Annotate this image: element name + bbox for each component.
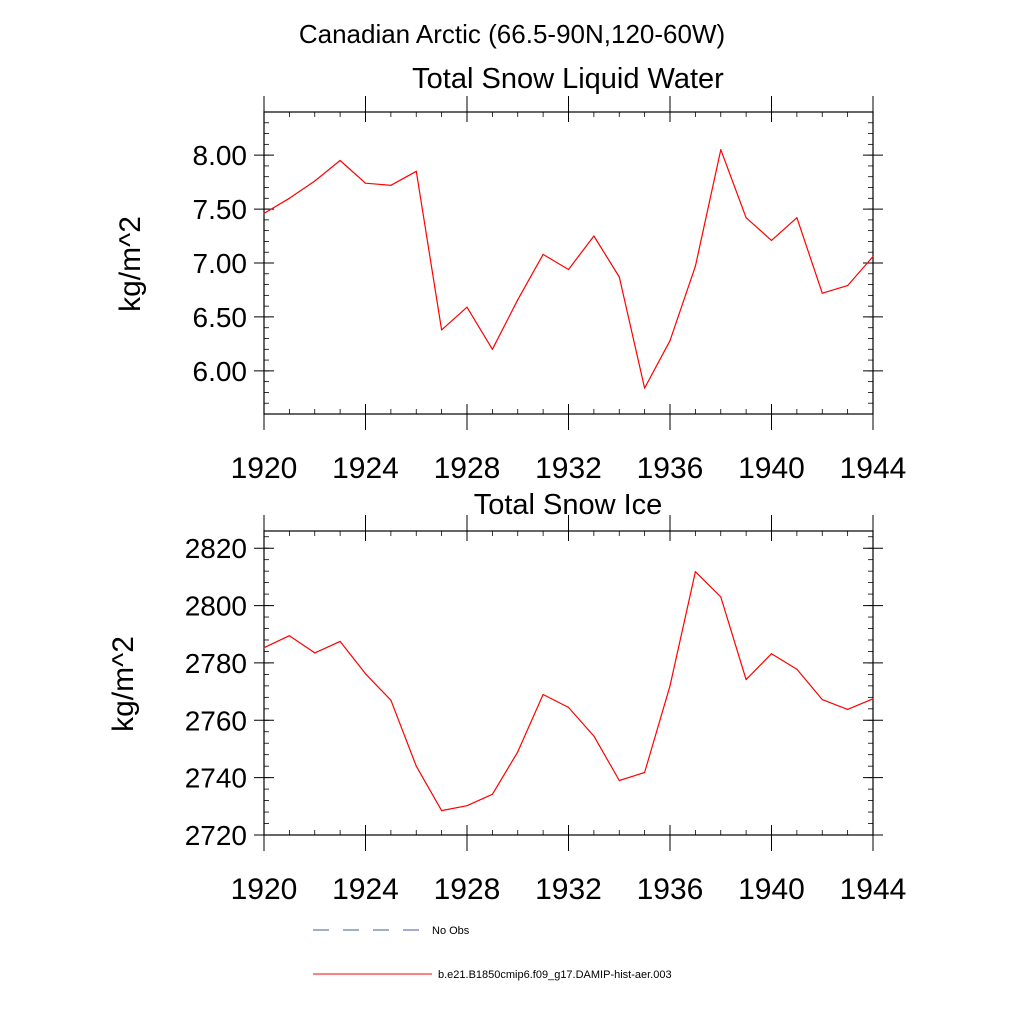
plot-frame-snow-liquid-water bbox=[263, 111, 874, 415]
data-point-snow-liquid-water bbox=[517, 299, 519, 301]
y-tick-label: 6.00 bbox=[193, 356, 248, 387]
data-point-snow-ice bbox=[441, 810, 443, 812]
data-point-snow-ice bbox=[567, 706, 570, 708]
data-point-snow-liquid-water bbox=[694, 265, 696, 267]
data-point-snow-ice bbox=[694, 571, 696, 573]
data-point-snow-liquid-water bbox=[770, 239, 773, 241]
x-tick-label: 1924 bbox=[332, 452, 399, 485]
data-point-snow-ice bbox=[263, 647, 265, 649]
data-point-snow-ice bbox=[796, 668, 798, 670]
data-point-snow-liquid-water bbox=[821, 292, 823, 294]
data-point-snow-liquid-water bbox=[339, 159, 341, 162]
data-point-snow-liquid-water bbox=[364, 182, 367, 184]
data-point-snow-liquid-water bbox=[745, 217, 747, 219]
legend-label-model: b.e21.B1850cmip6.f09_g17.DAMIP-hist-aer.… bbox=[438, 969, 672, 981]
data-point-snow-liquid-water bbox=[669, 340, 671, 342]
y-tick-label: 2760 bbox=[185, 705, 247, 736]
data-point-snow-liquid-water bbox=[847, 285, 849, 287]
y-tick-label: 8.00 bbox=[193, 140, 248, 171]
chart-panel-snow-liquid-water: Total Snow Liquid Water kg/m^2 6.00 6.50 7… bbox=[114, 63, 906, 485]
data-point-snow-liquid-water bbox=[593, 235, 595, 237]
x-tick-label: 1932 bbox=[535, 452, 602, 485]
data-point-snow-liquid-water bbox=[720, 149, 722, 151]
x-tick-label: 1928 bbox=[434, 873, 501, 906]
x-tick-label: 1932 bbox=[535, 873, 602, 906]
x-tick-label: 1920 bbox=[231, 873, 298, 906]
data-point-snow-ice bbox=[644, 771, 646, 774]
chart-title-snow-liquid-water: Total Snow Liquid Water bbox=[412, 63, 724, 95]
y-axis-label-snow-liquid-water: kg/m^2 bbox=[114, 216, 147, 312]
data-point-snow-liquid-water bbox=[314, 180, 316, 182]
data-point-snow-liquid-water bbox=[390, 184, 392, 186]
data-point-snow-ice bbox=[466, 805, 468, 807]
data-point-snow-ice bbox=[872, 698, 874, 700]
series-line-snow-ice bbox=[263, 571, 874, 812]
data-point-snow-liquid-water bbox=[618, 276, 620, 278]
data-point-snow-liquid-water bbox=[567, 268, 570, 271]
data-point-snow-ice bbox=[364, 673, 367, 675]
y-tick-label: 2720 bbox=[185, 820, 247, 851]
data-point-snow-ice bbox=[415, 765, 417, 767]
data-point-snow-ice bbox=[314, 652, 316, 654]
data-point-snow-ice bbox=[669, 685, 671, 687]
x-tick-label: 1928 bbox=[434, 452, 501, 485]
data-point-snow-liquid-water bbox=[796, 217, 798, 219]
y-tick-label: 6.50 bbox=[193, 302, 248, 333]
y-tick-label: 7.00 bbox=[193, 248, 248, 279]
data-point-snow-liquid-water bbox=[288, 197, 290, 199]
x-tick-label: 1940 bbox=[738, 452, 805, 485]
page-title: Canadian Arctic (66.5-90N,120-60W) bbox=[299, 19, 725, 49]
data-point-snow-liquid-water bbox=[263, 212, 265, 214]
y-tick-label: 2800 bbox=[185, 591, 247, 622]
data-point-snow-ice bbox=[745, 678, 747, 681]
x-tick-label: 1944 bbox=[840, 873, 907, 906]
data-point-snow-liquid-water bbox=[542, 253, 544, 255]
data-point-snow-ice bbox=[288, 635, 290, 637]
x-tick-label: 1940 bbox=[738, 873, 805, 906]
data-point-snow-ice bbox=[517, 751, 519, 753]
data-point-snow-liquid-water bbox=[441, 329, 443, 331]
data-point-snow-liquid-water bbox=[466, 306, 468, 308]
y-axis-label-snow-ice: kg/m^2 bbox=[107, 636, 140, 732]
data-point-snow-ice bbox=[593, 735, 595, 737]
data-point-snow-ice bbox=[390, 699, 392, 701]
data-point-snow-ice bbox=[720, 596, 722, 598]
y-tick-label: 2780 bbox=[185, 648, 247, 679]
y-tick-label: 2820 bbox=[185, 533, 247, 564]
data-point-snow-ice bbox=[491, 793, 493, 795]
data-point-snow-ice bbox=[821, 699, 823, 701]
y-tick-label: 2740 bbox=[185, 763, 247, 794]
data-point-snow-liquid-water bbox=[415, 170, 417, 172]
legend-label-no-obs: No Obs bbox=[432, 925, 470, 937]
data-point-snow-liquid-water bbox=[644, 387, 646, 389]
legend: No Obs b.e21.B1850cmip6.f09_g17.DAMIP-hi… bbox=[313, 925, 672, 981]
data-point-snow-ice bbox=[618, 779, 620, 782]
data-point-snow-ice bbox=[847, 708, 849, 710]
data-point-snow-ice bbox=[542, 693, 544, 696]
x-tick-label: 1924 bbox=[332, 873, 399, 906]
data-point-snow-liquid-water bbox=[872, 255, 874, 258]
y-tick-label: 7.50 bbox=[193, 194, 248, 225]
chart-panel-snow-ice: Total Snow Ice kg/m^2 272027402760278028… bbox=[107, 489, 906, 906]
x-tick-label: 1920 bbox=[231, 452, 298, 485]
data-point-snow-ice bbox=[339, 640, 341, 643]
data-point-snow-liquid-water bbox=[491, 348, 493, 350]
x-tick-label: 1936 bbox=[637, 873, 704, 906]
x-tick-label: 1944 bbox=[840, 452, 907, 485]
x-tick-label: 1936 bbox=[637, 452, 704, 485]
plot-frame-snow-ice bbox=[263, 530, 874, 836]
data-point-snow-ice bbox=[770, 653, 773, 655]
